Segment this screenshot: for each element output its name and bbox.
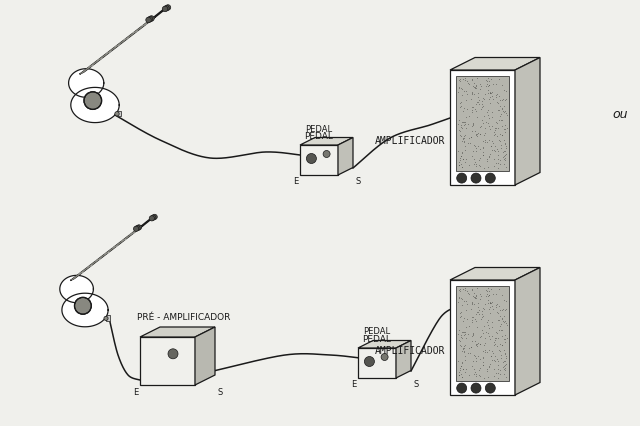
Polygon shape <box>71 87 119 123</box>
Circle shape <box>485 383 495 393</box>
Polygon shape <box>338 138 353 175</box>
Polygon shape <box>140 327 215 337</box>
Text: AMPLIFICADOR: AMPLIFICADOR <box>374 346 445 356</box>
Text: PEDAL: PEDAL <box>364 328 390 337</box>
Polygon shape <box>60 275 93 302</box>
Circle shape <box>471 383 481 393</box>
Polygon shape <box>450 268 540 280</box>
Circle shape <box>152 214 157 219</box>
Polygon shape <box>138 218 153 228</box>
Polygon shape <box>195 327 215 385</box>
Circle shape <box>164 6 169 11</box>
Text: E: E <box>351 380 356 389</box>
Circle shape <box>168 349 178 359</box>
Circle shape <box>457 383 467 393</box>
Polygon shape <box>396 340 411 378</box>
Polygon shape <box>515 58 540 185</box>
Polygon shape <box>70 226 143 281</box>
Text: AMPLIFICADOR: AMPLIFICADOR <box>374 136 445 146</box>
Polygon shape <box>117 110 122 116</box>
Circle shape <box>364 357 374 366</box>
Polygon shape <box>300 138 353 145</box>
Text: PEDAL: PEDAL <box>363 335 392 344</box>
Polygon shape <box>106 315 110 320</box>
Polygon shape <box>62 293 108 327</box>
Text: PRÉ - AMPLIFICADOR: PRÉ - AMPLIFICADOR <box>138 313 230 322</box>
Text: S: S <box>413 380 419 389</box>
Polygon shape <box>151 8 166 19</box>
Circle shape <box>165 5 171 10</box>
Circle shape <box>163 6 168 12</box>
Circle shape <box>74 297 92 314</box>
Circle shape <box>485 173 495 183</box>
Text: S: S <box>217 388 222 397</box>
Circle shape <box>146 17 151 23</box>
Polygon shape <box>456 76 509 171</box>
Polygon shape <box>358 348 396 378</box>
Circle shape <box>307 153 316 164</box>
Polygon shape <box>450 70 515 185</box>
Polygon shape <box>450 58 540 70</box>
Circle shape <box>150 215 156 220</box>
Circle shape <box>135 225 140 231</box>
Polygon shape <box>79 17 156 74</box>
Circle shape <box>134 226 139 231</box>
Polygon shape <box>300 145 338 175</box>
Circle shape <box>381 354 388 360</box>
Text: S: S <box>355 177 360 186</box>
Text: E: E <box>132 388 138 397</box>
Circle shape <box>471 173 481 183</box>
Circle shape <box>136 225 141 230</box>
Text: PEDAL: PEDAL <box>305 132 333 141</box>
Circle shape <box>323 150 330 158</box>
Text: ou: ou <box>612 109 628 121</box>
Polygon shape <box>358 340 411 348</box>
Polygon shape <box>456 286 509 381</box>
Circle shape <box>149 216 154 221</box>
Text: E: E <box>292 177 298 186</box>
Circle shape <box>115 112 119 116</box>
Circle shape <box>457 173 467 183</box>
Polygon shape <box>515 268 540 395</box>
Text: PEDAL: PEDAL <box>305 124 333 133</box>
Polygon shape <box>140 337 195 385</box>
Circle shape <box>84 92 102 109</box>
Circle shape <box>104 316 108 320</box>
Polygon shape <box>450 280 515 395</box>
Circle shape <box>147 17 153 22</box>
Polygon shape <box>68 69 104 97</box>
Circle shape <box>148 16 154 21</box>
